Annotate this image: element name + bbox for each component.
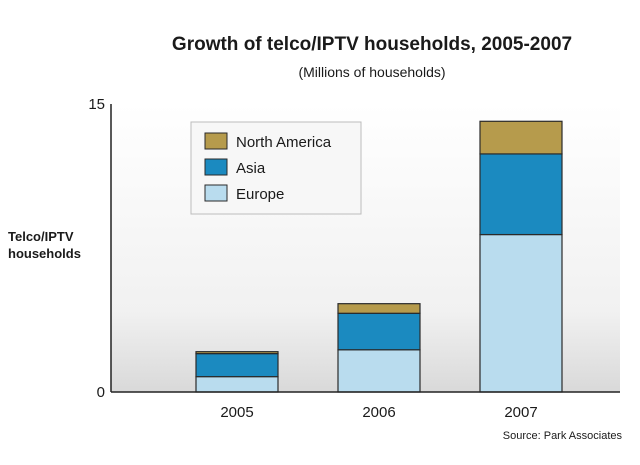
y-tick-label-0: 0: [97, 384, 105, 401]
legend: North America Asia Europe: [190, 121, 362, 215]
chart-title: Growth of telco/IPTV households, 2005-20…: [171, 34, 573, 55]
y-axis-label: Telco/IPTV households: [8, 229, 81, 261]
bar-europe-2007: [479, 233, 563, 393]
bar-europe-2005: [195, 376, 279, 393]
y-tick-label-15: 15: [88, 96, 105, 113]
bar-europe-2006: [337, 349, 421, 393]
x-tick-label-2007: 2007: [504, 404, 537, 421]
legend-swatch-north-america: [204, 132, 228, 150]
x-tick-label-2005: 2005: [220, 404, 253, 421]
bar-north-america-2006: [337, 303, 421, 314]
bar-north-america-2005: [195, 351, 279, 355]
bar-asia-2007: [479, 153, 563, 236]
legend-swatch-europe: [204, 184, 228, 202]
bar-asia-2006: [337, 312, 421, 351]
legend-swatch-asia: [204, 158, 228, 176]
bar-asia-2005: [195, 353, 279, 378]
legend-label-asia: Asia: [236, 160, 266, 177]
legend-label-europe: Europe: [236, 186, 284, 203]
chart-subtitle: (Millions of households): [298, 64, 446, 80]
bar-north-america-2007: [479, 120, 563, 155]
source-note: Source: Park Associates: [502, 430, 622, 442]
x-tick-label-2006: 2006: [362, 404, 395, 421]
legend-label-north-america: North America: [236, 134, 332, 151]
